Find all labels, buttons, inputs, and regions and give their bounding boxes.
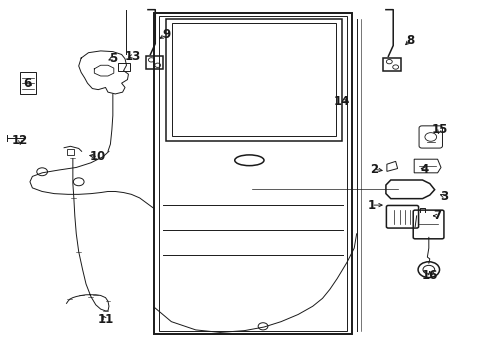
Text: 4: 4 [420,163,428,176]
Text: 5: 5 [108,51,117,64]
Text: 11: 11 [97,313,113,327]
Text: 14: 14 [333,95,349,108]
Text: 12: 12 [12,134,28,147]
Text: 3: 3 [440,190,447,203]
Text: 7: 7 [432,210,440,222]
Text: 9: 9 [162,28,170,41]
Text: 16: 16 [421,269,437,282]
Text: 13: 13 [124,50,140,63]
Text: 15: 15 [430,123,447,136]
Text: 2: 2 [369,163,377,176]
Text: 6: 6 [23,77,32,90]
Text: 1: 1 [366,199,375,212]
Text: 8: 8 [406,33,413,47]
Text: 10: 10 [90,150,106,163]
